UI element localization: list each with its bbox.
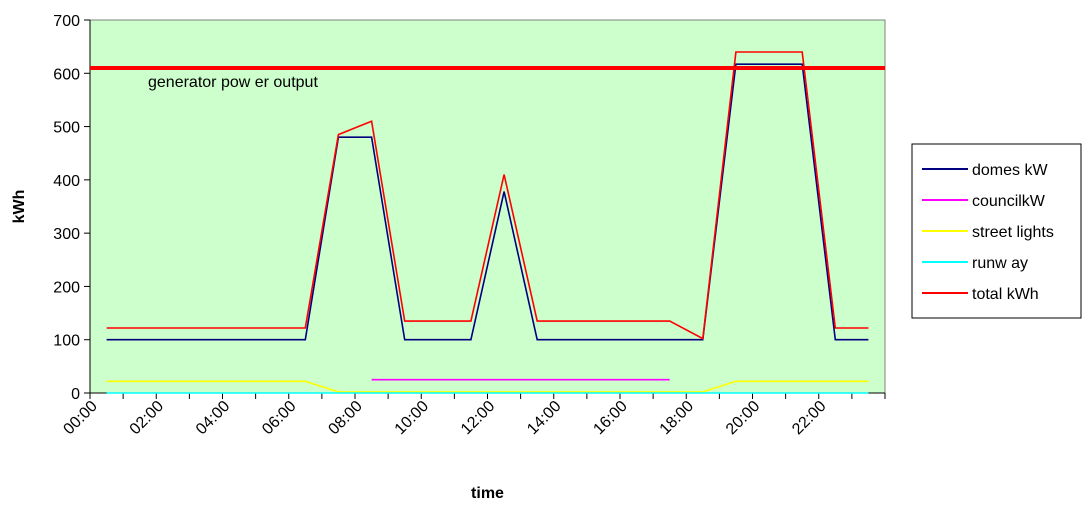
generator-output-label: generator pow er output: [148, 74, 318, 91]
series-layer: [106, 51, 869, 394]
x-tick-label: 06:00: [259, 398, 299, 438]
legend-label: councilkW: [972, 193, 1046, 210]
x-tick-label: 08:00: [325, 398, 365, 438]
y-tick-label: 700: [53, 13, 80, 30]
y-tick-label: 300: [53, 226, 80, 243]
x-tick-label: 10:00: [392, 398, 432, 438]
y-tick-label: 200: [53, 279, 80, 296]
x-tick-label: 00:00: [60, 398, 100, 438]
legend-label: domes kW: [972, 162, 1048, 179]
y-tick-label: 400: [53, 173, 80, 190]
series-line-3: [106, 380, 869, 393]
legend-label: total kWh: [972, 286, 1039, 303]
plot-area: [89, 19, 886, 394]
x-tick-label: 02:00: [127, 398, 167, 438]
series-line-5: [106, 51, 869, 340]
y-axis: 0 100 200 300 400 500 600 700: [53, 13, 91, 403]
x-axis-title: time: [471, 485, 504, 502]
legend-label: street lights: [972, 224, 1054, 241]
x-tick-label: 14:00: [524, 398, 564, 438]
legend: domes kW councilkW street lights runw ay tot…: [911, 143, 1082, 319]
y-tick-label: 0: [71, 386, 80, 403]
x-tick-label: 18:00: [657, 398, 697, 438]
y-tick-label: 600: [53, 66, 80, 83]
x-tick-label: 04:00: [193, 398, 233, 438]
legend-label: runw ay: [972, 255, 1028, 272]
x-tick-label: 16:00: [590, 398, 630, 438]
x-axis: 00:00 02:00 04:00 06:00 08:00 10:00 12:00 14:00…: [60, 392, 886, 438]
y-tick-label: 500: [53, 120, 80, 137]
x-tick-label: 12:00: [458, 398, 498, 438]
y-tick-label: 100: [53, 333, 80, 350]
reference-layer: generator pow er output: [90, 65, 885, 91]
x-tick-label: 22:00: [789, 398, 829, 438]
y-axis-title: kWh: [11, 190, 28, 224]
x-tick-label: 20:00: [723, 398, 763, 438]
